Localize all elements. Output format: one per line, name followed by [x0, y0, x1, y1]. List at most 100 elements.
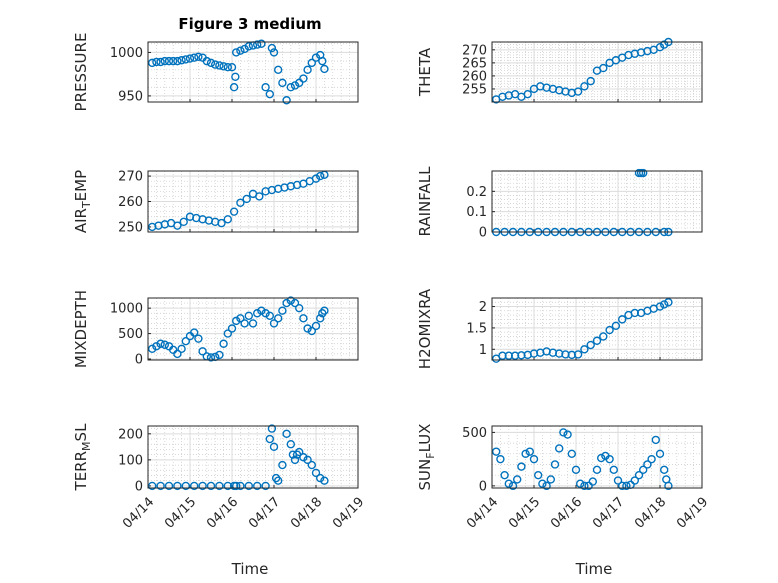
data-point	[584, 481, 593, 491]
data-point	[664, 481, 673, 491]
data-point	[229, 83, 239, 92]
data-point	[496, 454, 505, 464]
data-point	[231, 481, 241, 491]
data-point	[563, 430, 572, 439]
data-point	[227, 324, 237, 333]
data-point	[626, 480, 635, 489]
subplot-4: 0 0.1 0.2 RAINFALL	[416, 166, 703, 241]
data-point	[311, 468, 321, 478]
x-tick-label: 04/19	[674, 495, 711, 532]
data-point	[257, 306, 266, 315]
data-point	[576, 479, 585, 488]
data-point	[546, 475, 555, 484]
data-point	[318, 309, 327, 318]
data-point	[580, 481, 589, 491]
data-point	[223, 63, 233, 72]
data-point	[248, 319, 258, 328]
data-point	[269, 319, 279, 328]
data-point	[538, 479, 547, 488]
data-point	[244, 42, 254, 51]
x-tick-label: 04/16	[204, 495, 241, 532]
data-point	[613, 476, 623, 485]
x-tick-label: 04/15	[506, 495, 543, 532]
data-point	[177, 344, 186, 354]
y-axis-label: RAINFALL	[416, 166, 434, 237]
data-point	[173, 349, 182, 359]
data-point	[147, 58, 157, 68]
y-tick-label: 950	[118, 89, 143, 104]
data-point	[586, 76, 595, 86]
data-point	[655, 449, 665, 458]
data-point	[219, 62, 228, 71]
data-point	[504, 479, 513, 488]
data-point	[164, 481, 174, 491]
data-point	[202, 56, 212, 66]
data-point	[173, 481, 182, 491]
data-point	[253, 40, 262, 49]
data-point	[223, 215, 233, 224]
data-point	[219, 339, 228, 348]
data-point	[307, 58, 316, 68]
data-point	[231, 48, 241, 57]
data-point	[181, 55, 191, 64]
x-axis-label-right: Time	[575, 560, 613, 578]
y-tick-label: 250	[118, 220, 143, 235]
y-tick-label: 270	[462, 43, 487, 58]
axes-box	[147, 170, 359, 233]
y-tick-label: 200	[118, 427, 143, 442]
y-tick-label: 270	[118, 170, 143, 185]
data-point	[498, 351, 507, 360]
data-point	[269, 442, 279, 452]
data-point	[605, 454, 614, 464]
data-point	[194, 334, 203, 343]
data-point	[210, 60, 220, 69]
y-tick-label: 0	[135, 479, 143, 494]
data-point	[181, 481, 191, 491]
x-axis-label-left: Time	[231, 560, 269, 578]
y-tick-label: 0	[479, 226, 487, 241]
y-tick-label: 1000	[110, 46, 143, 61]
data-point	[599, 63, 608, 73]
data-point	[320, 306, 329, 315]
subplot-8: 0 500 04/14 04/15 04/16 04/17 04/18 04/19 SUNFLU…	[416, 424, 711, 532]
x-tick-label: 04/15	[162, 495, 199, 532]
data-point	[282, 96, 291, 105]
data-point	[592, 336, 602, 345]
x-tick-label: 04/19	[330, 495, 367, 532]
x-tick-label: 04/14	[464, 495, 501, 532]
data-point	[592, 465, 602, 475]
data-point	[286, 296, 295, 305]
axes-box	[147, 297, 359, 361]
data-point	[189, 328, 199, 337]
data-point	[630, 476, 639, 485]
subplot-6: 1 1.5 2 H2OMIXRA	[416, 288, 703, 369]
data-point	[295, 447, 304, 457]
data-point	[550, 460, 560, 469]
data-point	[639, 168, 648, 178]
data-point	[265, 434, 274, 444]
data-point	[643, 460, 652, 469]
data-point	[274, 476, 283, 485]
data-point	[231, 316, 241, 326]
data-point	[295, 303, 304, 313]
data-point	[580, 82, 589, 91]
data-point	[231, 72, 240, 81]
y-tick-label: 0	[479, 479, 487, 494]
data-point	[156, 339, 165, 348]
data-point	[307, 460, 316, 470]
y-tick-label: 0	[135, 352, 143, 367]
data-point	[278, 306, 287, 315]
data-point	[299, 74, 308, 83]
data-point	[521, 449, 530, 458]
data-point	[168, 56, 178, 66]
x-tick-label: 04/17	[246, 495, 283, 532]
data-point	[267, 424, 277, 433]
data-point	[307, 326, 316, 336]
data-point	[173, 56, 182, 66]
data-point	[320, 64, 329, 74]
y-axis-label: TERRMSL	[72, 423, 93, 492]
y-tick-label: 2	[479, 300, 487, 315]
data-point	[542, 481, 551, 491]
y-axis-label: H2OMIXRA	[416, 288, 434, 369]
